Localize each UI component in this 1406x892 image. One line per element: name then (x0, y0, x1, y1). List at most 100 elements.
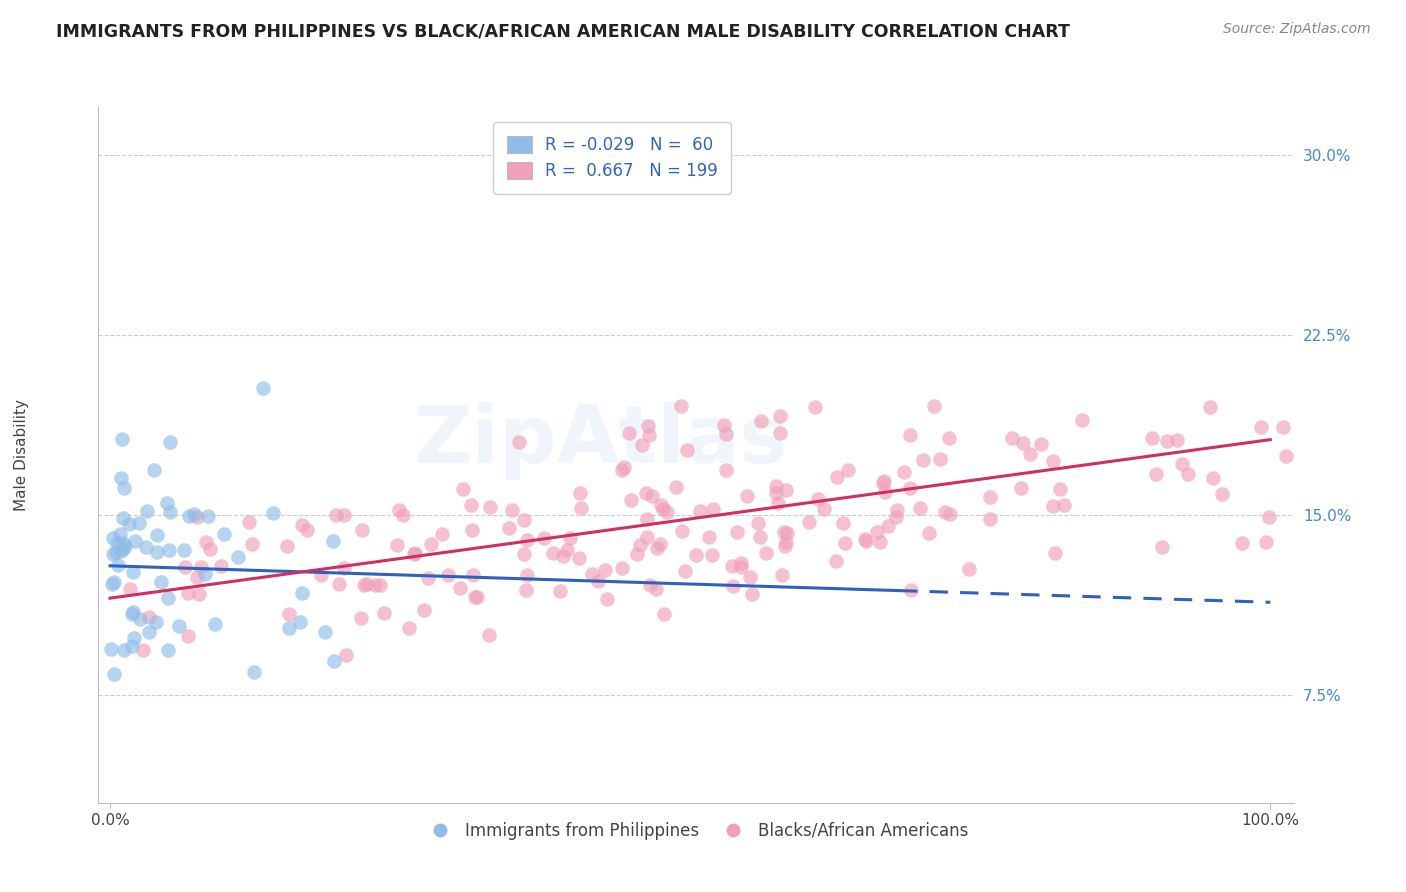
Point (112, 511, 135, 525)
Point (194, 566, 217, 581)
Point (586, 574, 609, 588)
Point (898, 428, 921, 442)
Point (626, 548, 648, 562)
Point (104, 544, 127, 558)
Point (322, 534, 344, 549)
Point (1211, 487, 1233, 501)
Point (837, 463, 859, 477)
Point (118, 517, 141, 532)
Point (581, 566, 603, 581)
Point (912, 452, 935, 467)
Point (1202, 471, 1225, 485)
Point (900, 583, 922, 598)
Point (1170, 457, 1192, 471)
Point (979, 512, 1001, 526)
Point (831, 516, 853, 531)
Point (252, 381, 274, 395)
Point (934, 505, 956, 519)
Point (516, 568, 538, 582)
Point (876, 518, 898, 533)
Y-axis label: Male Disability: Male Disability (14, 399, 30, 511)
Point (498, 521, 520, 535)
Point (277, 607, 299, 621)
Point (1010, 481, 1032, 495)
Point (685, 548, 707, 562)
Point (100, 641, 122, 656)
Point (111, 432, 134, 446)
Point (501, 503, 523, 517)
Point (908, 500, 931, 515)
Point (276, 539, 298, 553)
Point (922, 399, 945, 413)
Point (278, 621, 301, 635)
Point (645, 541, 668, 556)
Point (418, 572, 440, 586)
Point (478, 500, 501, 514)
Point (242, 665, 264, 679)
Point (893, 465, 915, 479)
Point (1336, 351, 1358, 365)
Point (149, 575, 172, 590)
Point (714, 427, 737, 442)
Point (1152, 541, 1174, 555)
Point (186, 570, 208, 584)
Point (35, 554, 58, 568)
Point (875, 484, 897, 499)
Point (613, 460, 636, 475)
Point (652, 502, 675, 516)
Point (157, 543, 180, 558)
Point (1019, 447, 1042, 461)
Point (555, 543, 578, 558)
Point (105, 536, 128, 550)
Point (775, 540, 797, 554)
Point (804, 401, 827, 415)
Point (121, 607, 143, 622)
Point (770, 568, 793, 582)
Point (107, 558, 129, 573)
Point (797, 516, 820, 530)
Point (515, 533, 537, 548)
Point (720, 559, 742, 574)
Point (112, 482, 135, 496)
Point (855, 533, 877, 548)
Point (402, 547, 425, 561)
Point (291, 518, 314, 533)
Point (373, 606, 395, 620)
Point (103, 575, 125, 590)
Point (1042, 499, 1064, 513)
Point (177, 508, 200, 523)
Point (72, 704, 94, 718)
Point (1258, 510, 1281, 524)
Point (765, 479, 787, 493)
Point (110, 471, 132, 485)
Point (1275, 449, 1298, 463)
Point (212, 527, 235, 541)
Point (825, 470, 848, 484)
Point (645, 582, 668, 596)
Point (478, 627, 501, 641)
Point (451, 482, 474, 496)
Point (142, 462, 165, 476)
Point (129, 612, 152, 626)
Point (1053, 499, 1076, 513)
Point (702, 549, 724, 563)
Point (886, 502, 908, 516)
Point (177, 586, 200, 600)
Point (775, 535, 797, 549)
Point (716, 463, 738, 477)
Point (721, 579, 744, 593)
Point (776, 526, 799, 541)
Point (145, 615, 167, 630)
Point (112, 643, 135, 657)
Point (190, 559, 212, 574)
Point (541, 546, 564, 560)
Point (640, 578, 662, 592)
Point (240, 537, 263, 551)
Point (730, 559, 752, 574)
Point (702, 502, 724, 516)
Point (238, 516, 260, 530)
Point (101, 531, 124, 545)
Point (262, 507, 284, 521)
Point (634, 485, 657, 500)
Point (118, 582, 141, 596)
